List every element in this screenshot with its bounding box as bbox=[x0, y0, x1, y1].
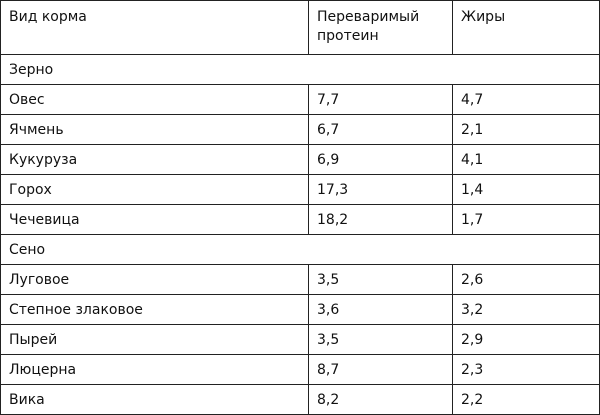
data-row: Степное злаковое 3,6 3,2 bbox=[0, 294, 600, 325]
value-cell: 7,7 bbox=[308, 84, 453, 115]
value-cell: 6,9 bbox=[308, 144, 453, 175]
feed-name: Горох bbox=[0, 174, 309, 205]
data-row: Луговое 3,5 2,6 bbox=[0, 264, 600, 295]
value-cell: 8,2 bbox=[308, 384, 453, 415]
value-cell: 2,3 bbox=[452, 354, 600, 385]
value-cell: 8,7 bbox=[308, 354, 453, 385]
value-cell: 4,1 bbox=[452, 144, 600, 175]
feed-name: Ячмень bbox=[0, 114, 309, 145]
section-row: Сено bbox=[0, 234, 600, 265]
value-cell: 3,5 bbox=[308, 324, 453, 355]
header-row: Вид корма Переваримый протеин Жиры bbox=[0, 0, 600, 55]
value-cell: 1,7 bbox=[452, 204, 600, 235]
value-cell: 17,3 bbox=[308, 174, 453, 205]
header-cell: Вид корма bbox=[0, 0, 309, 55]
feed-name: Кукуруза bbox=[0, 144, 309, 175]
value-cell: 18,2 bbox=[308, 204, 453, 235]
data-row: Чечевица 18,2 1,7 bbox=[0, 204, 600, 235]
value-cell: 3,5 bbox=[308, 264, 453, 295]
feed-name: Пырей bbox=[0, 324, 309, 355]
value-cell: 1,4 bbox=[452, 174, 600, 205]
data-row: Кукуруза 6,9 4,1 bbox=[0, 144, 600, 175]
data-row: Пырей 3,5 2,9 bbox=[0, 324, 600, 355]
value-cell: 2,6 bbox=[452, 264, 600, 295]
value-cell: 2,2 bbox=[452, 384, 600, 415]
section-title: Зерно bbox=[0, 54, 600, 85]
feed-name: Чечевица bbox=[0, 204, 309, 235]
value-cell: 4,7 bbox=[452, 84, 600, 115]
feed-name: Овес bbox=[0, 84, 309, 115]
section-title: Сено bbox=[0, 234, 600, 265]
data-row: Горох 17,3 1,4 bbox=[0, 174, 600, 205]
section-row: Зерно bbox=[0, 54, 600, 85]
value-cell: 3,2 bbox=[452, 294, 600, 325]
header-cell: Жиры bbox=[452, 0, 600, 55]
data-row: Вика 8,2 2,2 bbox=[0, 384, 600, 415]
feed-name: Люцерна bbox=[0, 354, 309, 385]
data-row: Люцерна 8,7 2,3 bbox=[0, 354, 600, 385]
data-row: Ячмень 6,7 2,1 bbox=[0, 114, 600, 145]
value-cell: 2,9 bbox=[452, 324, 600, 355]
feed-name: Луговое bbox=[0, 264, 309, 295]
value-cell: 2,1 bbox=[452, 114, 600, 145]
header-cell: Переваримый протеин bbox=[308, 0, 453, 55]
value-cell: 3,6 bbox=[308, 294, 453, 325]
feed-name: Степное злаковое bbox=[0, 294, 309, 325]
feed-name: Вика bbox=[0, 384, 309, 415]
data-row: Овес 7,7 4,7 bbox=[0, 84, 600, 115]
value-cell: 6,7 bbox=[308, 114, 453, 145]
